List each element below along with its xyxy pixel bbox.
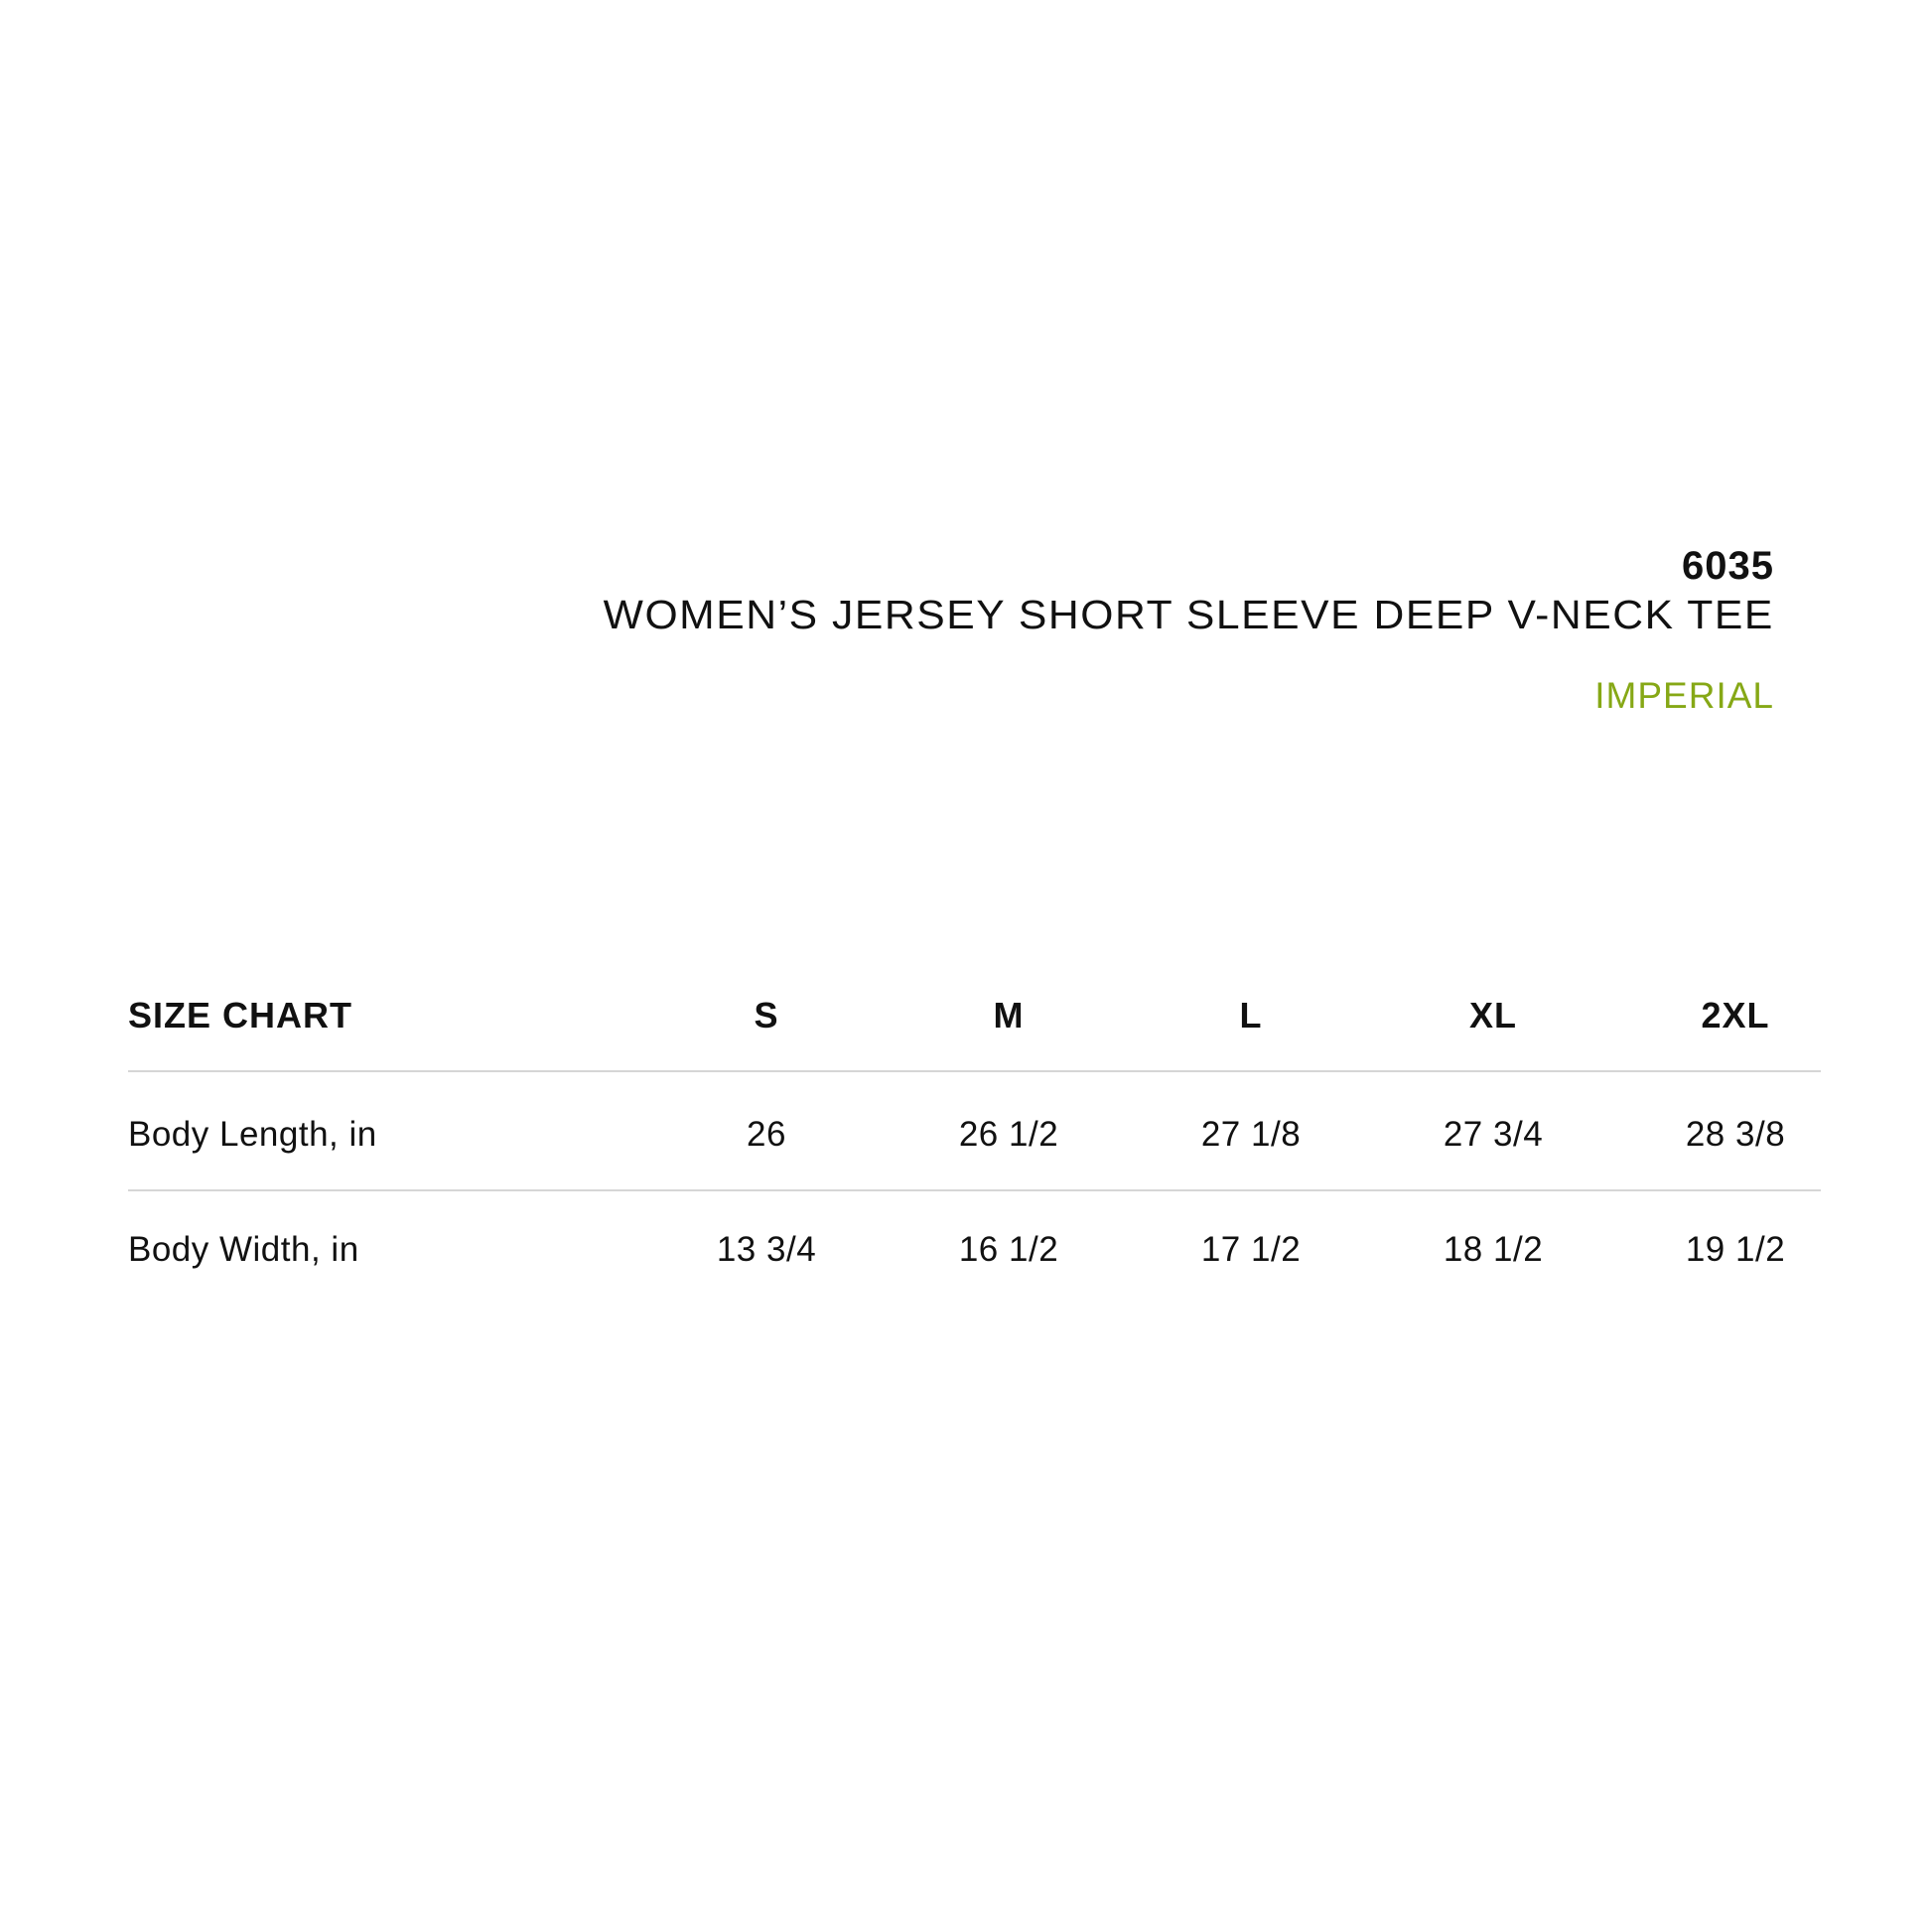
row-label: Body Length, in xyxy=(128,1115,377,1154)
table-cell: 17 1/2 xyxy=(1200,1230,1302,1269)
table-cell: 26 xyxy=(747,1115,786,1154)
size-chart-header-row: SIZE CHART S M L XL 2XL xyxy=(128,986,1915,1045)
product-title: WOMEN’S JERSEY SHORT SLEEVE DEEP V-NECK … xyxy=(603,592,1774,637)
size-header-s: S xyxy=(754,995,779,1035)
table-row: Body Width, in 13 3/4 16 1/2 17 1/2 18 1… xyxy=(128,1220,1915,1280)
table-cell: 19 1/2 xyxy=(1685,1230,1786,1269)
table-cell: 27 1/8 xyxy=(1200,1115,1302,1154)
divider xyxy=(128,1189,1821,1191)
table-cell: 27 3/4 xyxy=(1443,1115,1544,1154)
table-row: Body Length, in 26 26 1/2 27 1/8 27 3/4 … xyxy=(128,1105,1915,1165)
size-header-l: L xyxy=(1239,995,1263,1035)
size-chart-heading: SIZE CHART xyxy=(128,995,352,1035)
product-code: 6035 xyxy=(1682,544,1774,588)
divider xyxy=(128,1070,1821,1072)
table-cell: 26 1/2 xyxy=(958,1115,1059,1154)
size-header-m: M xyxy=(993,995,1025,1035)
table-cell: 13 3/4 xyxy=(716,1230,817,1269)
table-cell: 16 1/2 xyxy=(958,1230,1059,1269)
size-header-2xl: 2XL xyxy=(1701,995,1770,1035)
table-cell: 18 1/2 xyxy=(1443,1230,1544,1269)
unit-system-label: IMPERIAL xyxy=(1594,675,1774,716)
size-header-xl: XL xyxy=(1468,995,1517,1035)
row-label: Body Width, in xyxy=(128,1230,359,1269)
table-cell: 28 3/8 xyxy=(1685,1115,1786,1154)
